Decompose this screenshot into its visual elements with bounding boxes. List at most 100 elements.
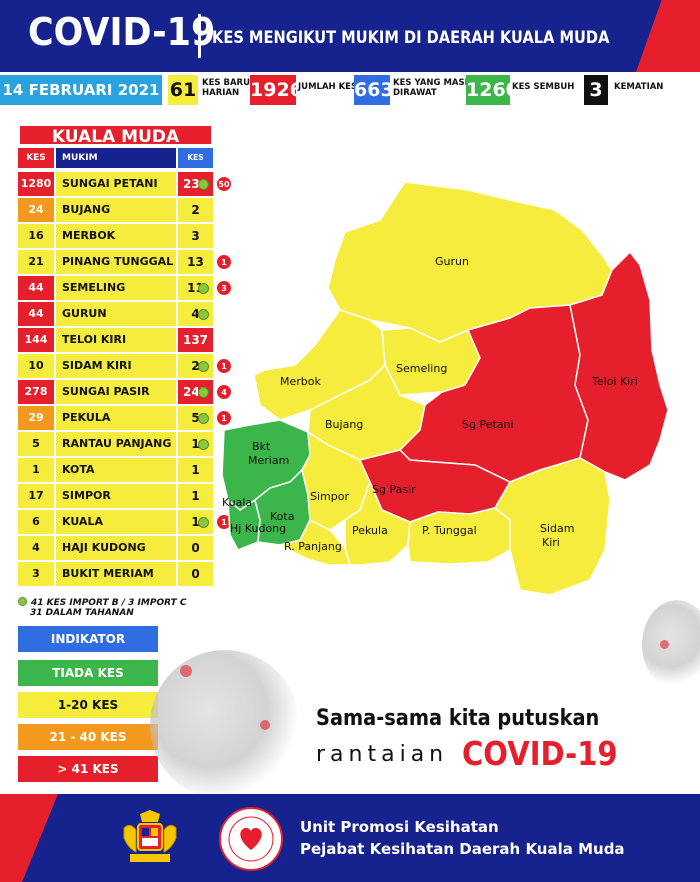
malaysia-crest-icon xyxy=(123,810,177,862)
cell-mukim: RANTAU PANJANG xyxy=(56,432,176,456)
cell-mukim: TELOI KIRI xyxy=(56,328,176,352)
header-bar xyxy=(0,0,700,72)
table-row: 3 BUKIT MERIAM 0 xyxy=(18,562,213,588)
daily-cases-label: KES BARU HARIAN xyxy=(202,78,250,98)
map-label-sg-pasir: Sg Pasir xyxy=(372,483,416,496)
map-label-semeling: Semeling xyxy=(396,362,447,375)
table-row: 21 PINANG TUNGGAL 13 1 xyxy=(18,250,232,276)
cell-mukim: PEKULA xyxy=(56,406,176,430)
cell-kes: 6 xyxy=(18,510,54,534)
daily-cases-value: 61 xyxy=(168,75,198,105)
cell-kes: 5 xyxy=(18,432,54,456)
cell-kes: 3 xyxy=(18,562,54,586)
new-cases-badge: 3 xyxy=(216,280,232,296)
indicator-item: > 41 KES xyxy=(18,756,158,782)
table-row: 16 MERBOK 3 xyxy=(18,224,213,250)
slogan-line-1: Sama-sama kita putuskan xyxy=(316,706,600,731)
header-subtitle: KES MENGIKUT MUKIM DI DAERAH KUALA MUDA xyxy=(212,28,610,48)
virus-spike-1 xyxy=(180,665,192,677)
district-map: Gurun Merbok Semeling Teloi Kiri Bujang … xyxy=(221,181,669,596)
cell-kes: 24 xyxy=(18,198,54,222)
import-dot-icon xyxy=(198,387,209,398)
import-dot-icon xyxy=(198,413,209,424)
new-cases-badge: 1 xyxy=(216,358,232,374)
indicator-item: 1-20 KES xyxy=(18,692,158,718)
map-label-kota: Kota xyxy=(270,510,294,523)
import-note: 41 KES IMPORT B / 3 IMPORT C xyxy=(18,596,187,608)
footer-bar xyxy=(0,794,700,882)
cell-kes-aktif: 0 xyxy=(178,536,213,560)
header-kes-aktif: KES AKTIF xyxy=(178,148,213,182)
map-label-bkt: Bkt xyxy=(252,440,271,453)
total-cases-label: JUMLAH KES xyxy=(298,82,358,92)
virus-decoration-right xyxy=(642,600,700,690)
health-promotion-logo-icon xyxy=(219,807,283,871)
cell-kes: 16 xyxy=(18,224,54,248)
header-kes: KES xyxy=(18,148,54,168)
new-cases-badge: 1 xyxy=(216,254,232,270)
cell-kes: 1 xyxy=(18,458,54,482)
map-label-kiri: Kiri xyxy=(542,536,560,549)
recovered-label: KES SEMBUH xyxy=(512,82,575,92)
cell-mukim: SUNGAI PETANI xyxy=(56,172,176,196)
cell-kes: 44 xyxy=(18,276,54,300)
table-row: 4 HAJI KUDONG 0 xyxy=(18,536,213,562)
indicator-item: TIADA KES xyxy=(18,660,158,686)
cell-mukim: SIMPOR xyxy=(56,484,176,508)
indicator-title: INDIKATOR xyxy=(18,626,158,652)
table-row: 5 RANTAU PANJANG 1 xyxy=(18,432,213,458)
map-label-sg-petani: Sg Petani xyxy=(462,418,514,431)
table-row: 10 SIDAM KIRI 2 1 xyxy=(18,354,232,380)
cell-kes: 10 xyxy=(18,354,54,378)
import-dot-icon xyxy=(198,439,209,450)
active-cases-value: 663 xyxy=(354,75,394,105)
cell-mukim: KOTA xyxy=(56,458,176,482)
daily-cases-label-1: KES BARU xyxy=(202,78,250,88)
virus-decoration-left xyxy=(150,650,300,800)
cell-kes-aktif: 1 xyxy=(178,458,213,482)
import-dot-icon xyxy=(198,283,209,294)
active-cases-label-2: DIRAWAT xyxy=(393,88,437,98)
map-label-merbok: Merbok xyxy=(280,375,321,388)
deaths-value: 3 xyxy=(584,75,608,105)
table-row: 29 PEKULA 5 1 xyxy=(18,406,232,432)
table-row: 278 SUNGAI PASIR 243 4 xyxy=(18,380,232,406)
map-label-bujang: Bujang xyxy=(325,418,363,431)
cell-mukim: BUKIT MERIAM xyxy=(56,562,176,586)
stats-row: 14 FEBRUARI 2021 61 KES BARU HARIAN 1926… xyxy=(0,72,700,108)
cell-mukim: BUJANG xyxy=(56,198,176,222)
recovered-value: 1260 xyxy=(466,75,519,105)
cell-mukim: SIDAM KIRI xyxy=(56,354,176,378)
map-label-simpor: Simpor xyxy=(310,490,349,503)
cell-mukim: GURUN xyxy=(56,302,176,326)
cell-mukim: SUNGAI PASIR xyxy=(56,380,176,404)
map-label-pekula: Pekula xyxy=(352,524,388,537)
cell-kes: 29 xyxy=(18,406,54,430)
cell-kes-aktif: 1 xyxy=(178,432,213,456)
map-label-hj-kudong: Hj Kudong xyxy=(230,522,286,535)
import-dot-icon xyxy=(198,517,209,528)
import-dot-icon xyxy=(198,361,209,372)
table-row: 1 KOTA 1 xyxy=(18,458,213,484)
virus-spike-2 xyxy=(260,720,270,730)
table-row: 44 GURUN 4 xyxy=(18,302,213,328)
import-note-text: 41 KES IMPORT B / 3 IMPORT C xyxy=(31,598,187,608)
table-row: 17 SIMPOR 1 xyxy=(18,484,213,510)
table-row: 1280 SUNGAI PETANI 239 50 xyxy=(18,172,232,198)
cell-mukim: HAJI KUDONG xyxy=(56,536,176,560)
cell-kes: 278 xyxy=(18,380,54,404)
cell-kes-aktif: 2 xyxy=(178,198,213,222)
map-label-r-panjang: R. Panjang xyxy=(284,540,342,553)
footer-line-1: Unit Promosi Kesihatan xyxy=(300,818,499,836)
custody-note: 31 DALAM TAHANAN xyxy=(30,608,134,618)
header-divider xyxy=(198,14,201,58)
cell-kes-aktif: 1 xyxy=(178,484,213,508)
map-region-sidam-kiri xyxy=(494,457,611,596)
table-row: 144 TELOI KIRI 137 xyxy=(18,328,213,354)
date-box: 14 FEBRUARI 2021 xyxy=(0,75,162,105)
cell-kes-aktif: 13 xyxy=(178,250,213,274)
import-dot-icon xyxy=(18,597,27,606)
total-cases-value: 1926 xyxy=(250,75,303,105)
map-label-kuala: Kuala xyxy=(222,496,252,509)
